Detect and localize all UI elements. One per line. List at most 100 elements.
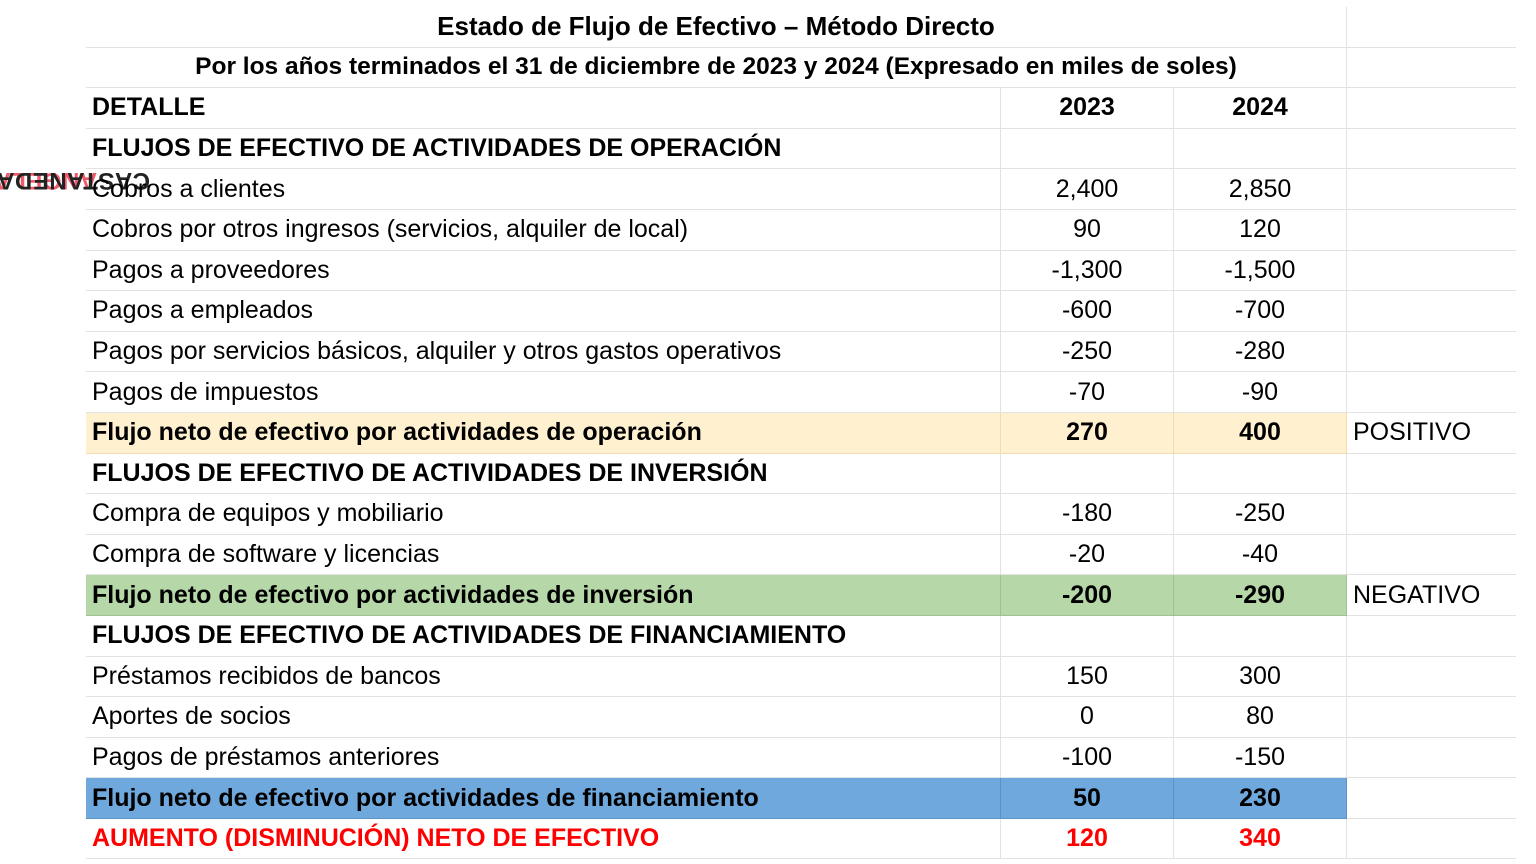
table-row: Compra de equipos y mobiliario -180 -250 (86, 493, 1516, 535)
header-year-2024[interactable]: 2024 (1173, 87, 1347, 129)
value-2024[interactable]: 2,850 (1173, 168, 1347, 210)
table-row: Pagos de préstamos anteriores -100 -150 (86, 737, 1516, 779)
section-row-operation: FLUJOS DE EFECTIVO DE ACTIVIDADES DE OPE… (86, 128, 1516, 170)
value-2023[interactable]: -180 (1000, 493, 1174, 535)
cash-flow-table: Estado de Flujo de Efectivo – Método Dir… (86, 7, 1516, 860)
value-2024[interactable]: 80 (1173, 696, 1347, 738)
subtitle-row: Por los años terminados el 31 de diciemb… (86, 47, 1516, 89)
section-title[interactable]: FLUJOS DE EFECTIVO DE ACTIVIDADES DE FIN… (86, 615, 1001, 657)
value-2023[interactable]: -20 (1000, 534, 1174, 576)
row-label[interactable]: Pagos por servicios básicos, alquiler y … (86, 331, 1001, 373)
value-2023[interactable]: -100 (1000, 737, 1174, 779)
empty-cell[interactable] (1346, 128, 1516, 170)
row-label[interactable]: Compra de equipos y mobiliario (86, 493, 1001, 535)
value-2023[interactable]: 0 (1000, 696, 1174, 738)
total-label[interactable]: Flujo neto de efectivo por actividades d… (86, 412, 1001, 454)
value-2024[interactable]: -150 (1173, 737, 1347, 779)
empty-cell[interactable] (1000, 615, 1174, 657)
total-2023[interactable]: -200 (1000, 574, 1174, 616)
row-label[interactable]: Pagos de impuestos (86, 371, 1001, 413)
total-label[interactable]: Flujo neto de efectivo por actividades d… (86, 777, 1001, 819)
table-row: Cobros por otros ingresos (servicios, al… (86, 209, 1516, 251)
value-2023[interactable]: 150 (1000, 656, 1174, 698)
row-label[interactable]: Compra de software y licencias (86, 534, 1001, 576)
table-row: Pagos por servicios básicos, alquiler y … (86, 331, 1516, 373)
total-row-investment: Flujo neto de efectivo por actividades d… (86, 574, 1516, 616)
statement-title[interactable]: Estado de Flujo de Efectivo – Método Dir… (86, 7, 1347, 48)
row-label[interactable]: Aportes de socios (86, 696, 1001, 738)
section-title[interactable]: FLUJOS DE EFECTIVO DE ACTIVIDADES DE OPE… (86, 128, 1001, 170)
value-2023[interactable]: -600 (1000, 290, 1174, 332)
value-2023[interactable]: -70 (1000, 371, 1174, 413)
empty-cell[interactable] (1346, 168, 1516, 210)
empty-cell[interactable] (1346, 290, 1516, 332)
statement-subtitle[interactable]: Por los años terminados el 31 de diciemb… (86, 47, 1347, 89)
value-2024[interactable]: -40 (1173, 534, 1347, 576)
net-change-row: AUMENTO (DISMINUCIÓN) NETO DE EFECTIVO 1… (86, 818, 1516, 860)
value-2024[interactable]: -90 (1173, 371, 1347, 413)
table-row: Pagos a empleados -600 -700 (86, 290, 1516, 332)
row-label[interactable]: Cobros por otros ingresos (servicios, al… (86, 209, 1001, 251)
total-label[interactable]: Flujo neto de efectivo por actividades d… (86, 574, 1001, 616)
empty-cell[interactable] (1346, 737, 1516, 779)
empty-cell[interactable] (1346, 7, 1516, 48)
table-row: Préstamos recibidos de bancos 150 300 (86, 656, 1516, 698)
empty-cell[interactable] (1346, 818, 1516, 860)
total-row-financing: Flujo neto de efectivo por actividades d… (86, 777, 1516, 819)
net-change-label[interactable]: AUMENTO (DISMINUCIÓN) NETO DE EFECTIVO (86, 818, 1001, 860)
net-change-2023[interactable]: 120 (1000, 818, 1174, 860)
table-row: Aportes de socios 0 80 (86, 696, 1516, 738)
empty-cell[interactable] (1346, 453, 1516, 495)
value-2023[interactable]: -250 (1000, 331, 1174, 373)
empty-cell[interactable] (1173, 453, 1347, 495)
total-row-operation: Flujo neto de efectivo por actividades d… (86, 412, 1516, 454)
empty-cell[interactable] (1346, 250, 1516, 292)
empty-cell[interactable] (1346, 47, 1516, 89)
empty-cell[interactable] (1346, 371, 1516, 413)
row-label[interactable]: Cobros a clientes (86, 168, 1001, 210)
value-2024[interactable]: -250 (1173, 493, 1347, 535)
note-negative[interactable]: NEGATIVO (1346, 574, 1516, 616)
empty-cell[interactable] (1346, 656, 1516, 698)
header-detail[interactable]: DETALLE (86, 87, 1001, 129)
empty-cell[interactable] (1346, 696, 1516, 738)
value-2023[interactable]: -1,300 (1000, 250, 1174, 292)
empty-cell[interactable] (1346, 87, 1516, 129)
row-label[interactable]: Pagos de préstamos anteriores (86, 737, 1001, 779)
row-label[interactable]: Pagos a empleados (86, 290, 1001, 332)
net-change-2024[interactable]: 340 (1173, 818, 1347, 860)
header-year-2023[interactable]: 2023 (1000, 87, 1174, 129)
total-2023[interactable]: 50 (1000, 777, 1174, 819)
value-2024[interactable]: 300 (1173, 656, 1347, 698)
total-2024[interactable]: 400 (1173, 412, 1347, 454)
row-label[interactable]: Pagos a proveedores (86, 250, 1001, 292)
total-2024[interactable]: -290 (1173, 574, 1347, 616)
table-row: Cobros a clientes 2,400 2,850 (86, 168, 1516, 210)
row-label[interactable]: Préstamos recibidos de bancos (86, 656, 1001, 698)
empty-cell[interactable] (1173, 128, 1347, 170)
empty-cell[interactable] (1346, 331, 1516, 373)
table-row: Pagos a proveedores -1,300 -1,500 (86, 250, 1516, 292)
title-row: Estado de Flujo de Efectivo – Método Dir… (86, 7, 1516, 48)
empty-cell[interactable] (1000, 453, 1174, 495)
empty-cell[interactable] (1000, 128, 1174, 170)
empty-cell[interactable] (1346, 209, 1516, 251)
empty-cell[interactable] (1173, 615, 1347, 657)
empty-cell[interactable] (1346, 615, 1516, 657)
empty-cell[interactable] (1346, 534, 1516, 576)
value-2024[interactable]: -1,500 (1173, 250, 1347, 292)
note-positive[interactable]: POSITIVO (1346, 412, 1516, 454)
value-2023[interactable]: 90 (1000, 209, 1174, 251)
value-2024[interactable]: -280 (1173, 331, 1347, 373)
value-2024[interactable]: 120 (1173, 209, 1347, 251)
total-2024[interactable]: 230 (1173, 777, 1347, 819)
table-row: Compra de software y licencias -20 -40 (86, 534, 1516, 576)
value-2024[interactable]: -700 (1173, 290, 1347, 332)
value-2023[interactable]: 2,400 (1000, 168, 1174, 210)
empty-cell[interactable] (1346, 777, 1516, 819)
section-title[interactable]: FLUJOS DE EFECTIVO DE ACTIVIDADES DE INV… (86, 453, 1001, 495)
total-2023[interactable]: 270 (1000, 412, 1174, 454)
empty-cell[interactable] (1346, 493, 1516, 535)
table-row: Pagos de impuestos -70 -90 (86, 371, 1516, 413)
